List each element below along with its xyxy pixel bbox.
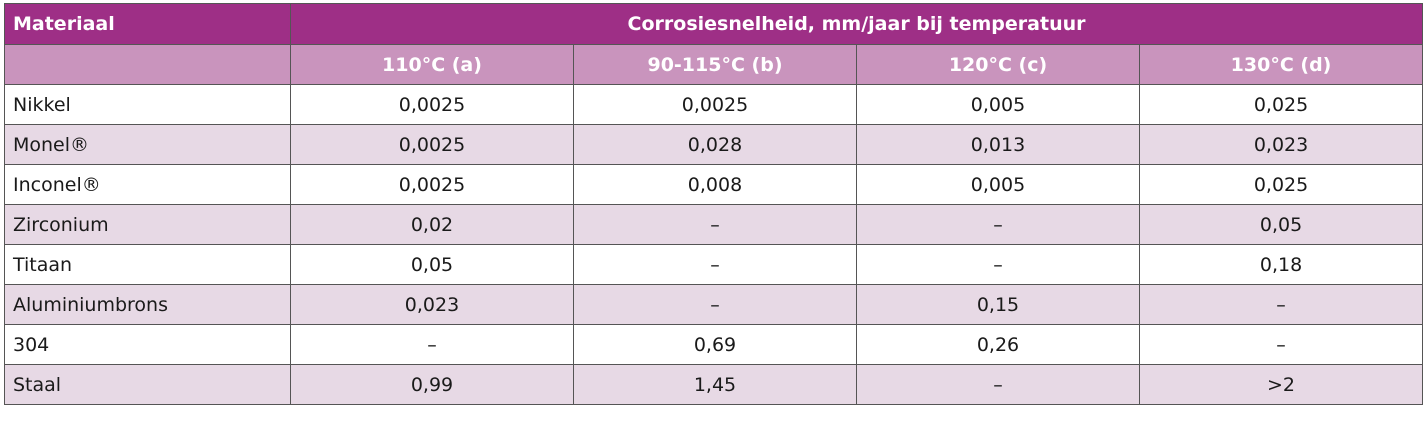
material-cell: Titaan	[4, 244, 291, 285]
value-cell: 0,013	[856, 124, 1140, 165]
value-cell: –	[856, 204, 1140, 245]
material-cell: 304	[4, 324, 291, 365]
value-cell: –	[573, 204, 857, 245]
value-cell: –	[856, 244, 1140, 285]
material-cell: Monel®	[4, 124, 291, 165]
value-cell: 0,0025	[573, 84, 857, 125]
value-cell: –	[856, 364, 1140, 405]
value-cell: 0,025	[1138, 84, 1424, 125]
value-cell: 0,0025	[290, 84, 574, 125]
corrosion-rate-group-header: Corrosiesnelheid, mm/jaar bij temperatuu…	[289, 3, 1424, 45]
value-cell: 0,02	[290, 204, 574, 245]
value-cell: –	[573, 244, 857, 285]
value-cell: 0,26	[856, 324, 1140, 365]
value-cell: 1,45	[573, 364, 857, 405]
material-cell: Aluminiumbrons	[4, 284, 291, 325]
value-cell: 0,05	[1138, 204, 1424, 245]
table-row: Inconel® 0,0025 0,008 0,005 0,025	[4, 164, 1424, 205]
table-row: Aluminiumbrons 0,023 – 0,15 –	[4, 284, 1424, 325]
value-cell: 0,0025	[290, 124, 574, 165]
table-row: Staal 0,99 1,45 – >2	[4, 364, 1424, 405]
material-cell: Inconel®	[4, 164, 291, 205]
value-cell: –	[1138, 284, 1424, 325]
value-cell: 0,69	[573, 324, 857, 365]
value-cell: 0,18	[1138, 244, 1424, 285]
material-header: Materiaal	[4, 3, 291, 45]
table-row: Nikkel 0,0025 0,0025 0,005 0,025	[4, 84, 1424, 125]
temp-header-120: 120°C (c)	[856, 44, 1140, 85]
table-row: Monel® 0,0025 0,028 0,013 0,023	[4, 124, 1424, 165]
value-cell: >2	[1138, 364, 1424, 405]
temp-header-130: 130°C (d)	[1138, 44, 1424, 85]
value-cell: –	[290, 324, 574, 365]
temp-header-90-115: 90-115°C (b)	[573, 44, 857, 85]
value-cell: 0,028	[573, 124, 857, 165]
value-cell: –	[573, 284, 857, 325]
header-row-temperatures: 110°C (a) 90-115°C (b) 120°C (c) 130°C (…	[4, 44, 1424, 85]
material-cell: Nikkel	[4, 84, 291, 125]
value-cell: 0,023	[290, 284, 574, 325]
value-cell: 0,05	[290, 244, 574, 285]
value-cell: –	[1138, 324, 1424, 365]
value-cell: 0,005	[856, 164, 1140, 205]
temp-header-110: 110°C (a)	[290, 44, 574, 85]
table-row: 304 – 0,69 0,26 –	[4, 324, 1424, 365]
corrosion-rate-table: Materiaal Corrosiesnelheid, mm/jaar bij …	[4, 3, 1424, 405]
value-cell: 0,008	[573, 164, 857, 205]
header-row-main: Materiaal Corrosiesnelheid, mm/jaar bij …	[4, 3, 1424, 45]
value-cell: 0,0025	[290, 164, 574, 205]
value-cell: 0,99	[290, 364, 574, 405]
table-row: Titaan 0,05 – – 0,18	[4, 244, 1424, 285]
material-cell: Staal	[4, 364, 291, 405]
value-cell: 0,025	[1138, 164, 1424, 205]
table-row: Zirconium 0,02 – – 0,05	[4, 204, 1424, 245]
value-cell: 0,023	[1138, 124, 1424, 165]
value-cell: 0,005	[856, 84, 1140, 125]
material-subheader-empty	[4, 44, 291, 85]
value-cell: 0,15	[856, 284, 1140, 325]
material-cell: Zirconium	[4, 204, 291, 245]
